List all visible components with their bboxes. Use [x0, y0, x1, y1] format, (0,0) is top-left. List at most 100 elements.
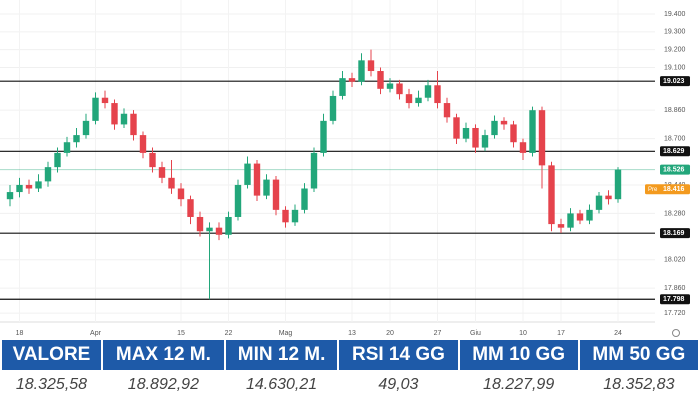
candle-body: [443, 103, 451, 118]
candle-body: [234, 184, 242, 217]
candle-body: [187, 199, 194, 217]
y-tick-label: 19.200: [664, 47, 686, 54]
candle-body: [434, 85, 441, 104]
candle-body: [225, 216, 232, 235]
premarket-label: 18.416: [663, 186, 685, 193]
candle-body: [529, 110, 536, 153]
candle-body: [339, 78, 346, 96]
level-tag: [660, 76, 690, 87]
premarket-tag: [645, 184, 690, 195]
candle-body: [63, 142, 71, 153]
y-tick-label: 19.300: [664, 29, 686, 36]
candle-body: [111, 103, 118, 125]
candle-body: [481, 135, 489, 148]
candle-body: [348, 78, 356, 82]
candle-body: [16, 184, 23, 193]
value-cell: 18.227,99: [483, 376, 555, 393]
y-tick-label: 19.400: [664, 11, 686, 18]
candle-body: [491, 120, 498, 136]
candle-body: [82, 120, 90, 136]
header-cell: MM 10 GG: [459, 340, 578, 370]
x-tick-label: 10: [519, 330, 527, 337]
level-label: 19.023: [663, 78, 685, 85]
candle-body: [301, 188, 308, 210]
candle-body: [120, 113, 128, 125]
y-tick-label: 17.860: [664, 285, 686, 292]
candle-body: [510, 124, 517, 143]
candle-body: [462, 127, 470, 139]
y-tick-label: 18.860: [664, 107, 686, 114]
y-tick-label: 19.100: [664, 64, 686, 71]
candle-body: [177, 188, 185, 200]
candle-body: [329, 95, 337, 121]
candle-body: [149, 152, 156, 168]
x-tick-label: 13: [348, 330, 356, 337]
x-tick-label: Mag: [279, 330, 293, 337]
candle-body: [472, 127, 479, 148]
candle-body: [377, 71, 384, 89]
candle-body: [586, 209, 593, 221]
candle-body: [130, 113, 137, 136]
candle-body: [244, 163, 251, 185]
candle-body: [35, 181, 42, 189]
candle-body: [253, 163, 261, 196]
candle-body: [206, 227, 213, 232]
x-tick-label: 18: [16, 330, 24, 337]
last-price-tag: [660, 164, 690, 175]
y-tick-label: 18.700: [664, 136, 686, 143]
candle-body: [424, 85, 432, 98]
header-cell: RSI 14 GG: [339, 340, 458, 370]
level-label: 17.798: [663, 296, 685, 303]
candle-body: [557, 224, 565, 228]
candle-body: [215, 227, 223, 235]
last-price-label: 18.526: [663, 166, 685, 173]
candle-body: [54, 152, 61, 168]
level-tag: [660, 146, 690, 157]
header-cell: MAX 12 M.: [102, 340, 224, 370]
candle-body: [73, 135, 80, 143]
x-tick-label: 17: [557, 330, 565, 337]
x-tick-label: 15: [177, 330, 185, 337]
candle-body: [538, 110, 546, 166]
table-row: 18.325,58 18.892,92 14.630,21 49,03 18.227,9…: [2, 370, 698, 400]
candle-body: [196, 216, 204, 232]
candle-body: [453, 117, 460, 139]
candle-body: [405, 94, 413, 104]
y-tick-label: 18.280: [664, 210, 686, 217]
candle-body: [396, 83, 403, 95]
candle-body: [595, 195, 603, 210]
stats-table: VALORE MAX 12 M. MIN 12 M. RSI 14 GG MM 10 G…: [0, 340, 700, 400]
x-tick-label: 22: [225, 330, 233, 337]
level-label: 18.629: [663, 148, 685, 155]
x-tick-label: Apr: [90, 330, 102, 337]
candle-body: [25, 184, 33, 189]
y-tick-label: 17.720: [664, 310, 686, 317]
candle-body: [92, 97, 99, 121]
candle-body: [44, 167, 52, 182]
x-tick-label: Giu: [470, 330, 481, 337]
candle-body: [415, 97, 422, 104]
value-cell: 18.325,58: [15, 376, 88, 393]
candle-body: [263, 179, 270, 196]
header-cell: VALORE: [2, 340, 101, 370]
candle-body: [139, 135, 147, 153]
candle-body: [310, 152, 318, 189]
candle-body: [367, 60, 375, 72]
settings-icon[interactable]: [672, 329, 680, 337]
candle-body: [168, 177, 175, 189]
candle-body: [101, 97, 109, 104]
header-cell: MIN 12 M.: [225, 340, 338, 370]
level-tag: [660, 228, 690, 239]
header-cell: MM 50 GG: [579, 340, 698, 370]
candle-body: [500, 120, 508, 125]
candle-body: [567, 213, 574, 228]
chart: 19.400 19.300 19.200 19.100 18.860 18.700 18.4…: [0, 0, 690, 337]
candle-body: [6, 192, 14, 200]
candle-body: [519, 142, 527, 153]
candle-body: [605, 195, 612, 200]
candle-body: [282, 209, 289, 223]
level-label: 18.169: [663, 230, 685, 237]
candle-body: [320, 120, 327, 153]
y-tick-label: 18.020: [664, 257, 686, 264]
